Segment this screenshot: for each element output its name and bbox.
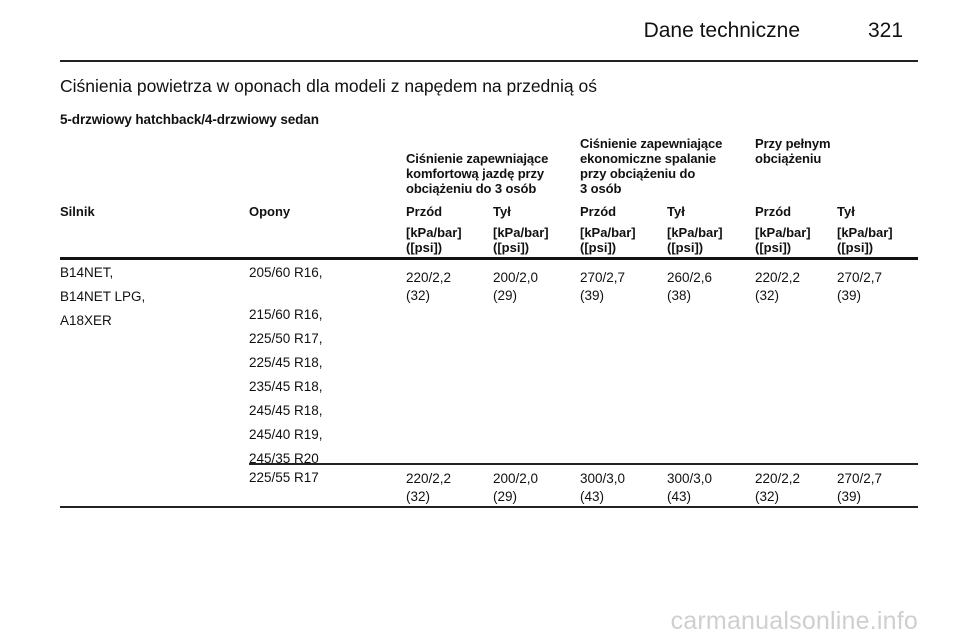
- pressure-cell: 200/2,0 (29): [493, 471, 539, 504]
- unit-label: [kPa/bar] ([psi]): [493, 225, 549, 255]
- table-row-engines: B14NET, B14NET LPG, A18XER: [60, 261, 145, 333]
- section-title: Ciśnienia powietrza w oponach dla modeli…: [60, 76, 597, 96]
- unit-label: [kPa/bar] ([psi]): [837, 225, 893, 255]
- tyre-cell: 245/35 R20: [249, 451, 319, 466]
- col-header-rear-full: Tył: [837, 204, 855, 219]
- tyre-cell: 225/45 R18,: [249, 355, 323, 370]
- unit-label: [kPa/bar] ([psi]): [755, 225, 811, 255]
- pressure-cell: 220/2,2 (32): [406, 471, 452, 504]
- tyre-cell: 225/55 R17: [249, 470, 319, 485]
- row-divider: [249, 463, 918, 465]
- col-header-engine: Silnik: [60, 204, 95, 219]
- tyre-cell: 245/45 R18,: [249, 403, 323, 418]
- engine-cell: B14NET,: [60, 265, 114, 280]
- group-header-comfort: Ciśnienie zapewniające komfortową jazdę …: [406, 151, 549, 196]
- tyre-cell: 245/40 R19,: [249, 427, 323, 442]
- pressure-cell: 220/2,2 (32): [406, 270, 452, 303]
- watermark: carmanualsonline.info: [670, 607, 918, 635]
- unit-label: [kPa/bar] ([psi]): [406, 225, 462, 255]
- pressure-cell: 270/2,7 (39): [837, 270, 883, 303]
- col-header-tyres: Opony: [249, 204, 291, 219]
- unit-label: [kPa/bar] ([psi]): [580, 225, 636, 255]
- group-header-economy: Ciśnienie zapewniające ekonomiczne spala…: [580, 136, 723, 196]
- tyre-cell: 225/50 R17,: [249, 331, 323, 346]
- page-header-title: Dane techniczne: [643, 19, 800, 42]
- engine-cell: A18XER: [60, 313, 112, 328]
- page-number: 321: [868, 19, 904, 42]
- pressure-cell: 220/2,2 (32): [755, 270, 801, 303]
- engine-cell: B14NET LPG,: [60, 289, 146, 304]
- group-header-full-load: Przy pełnym obciążeniu: [755, 136, 831, 166]
- table-header-divider: [60, 257, 918, 260]
- header-divider: [60, 60, 918, 62]
- col-header-front-comfort: Przód: [406, 204, 443, 219]
- col-header-front-full: Przód: [755, 204, 792, 219]
- unit-label: [kPa/bar] ([psi]): [667, 225, 723, 255]
- pressure-cell: 200/2,0 (29): [493, 270, 539, 303]
- pressure-cell: 270/2,7 (39): [580, 270, 626, 303]
- body-variant-heading: 5-drzwiowy hatchback/4-drzwiowy sedan: [60, 112, 319, 127]
- tyre-cell: 235/45 R18,: [249, 379, 323, 394]
- pressure-cell: 300/3,0 (43): [667, 471, 713, 504]
- pressure-cell: 270/2,7 (39): [837, 471, 883, 504]
- tyre-spacer: [249, 285, 323, 303]
- tyre-cell: 215/60 R16,: [249, 307, 323, 322]
- col-header-rear-comfort: Tył: [493, 204, 511, 219]
- table-bottom-rule: [60, 506, 918, 508]
- col-header-front-economy: Przód: [580, 204, 617, 219]
- pressure-cell: 260/2,6 (38): [667, 270, 713, 303]
- table-row-tyres: 205/60 R16, 215/60 R16, 225/50 R17, 225/…: [249, 261, 323, 471]
- tyre-cell: 205/60 R16,: [249, 265, 323, 280]
- pressure-cell: 220/2,2 (32): [755, 471, 801, 504]
- pressure-cell: 300/3,0 (43): [580, 471, 626, 504]
- col-header-rear-economy: Tył: [667, 204, 685, 219]
